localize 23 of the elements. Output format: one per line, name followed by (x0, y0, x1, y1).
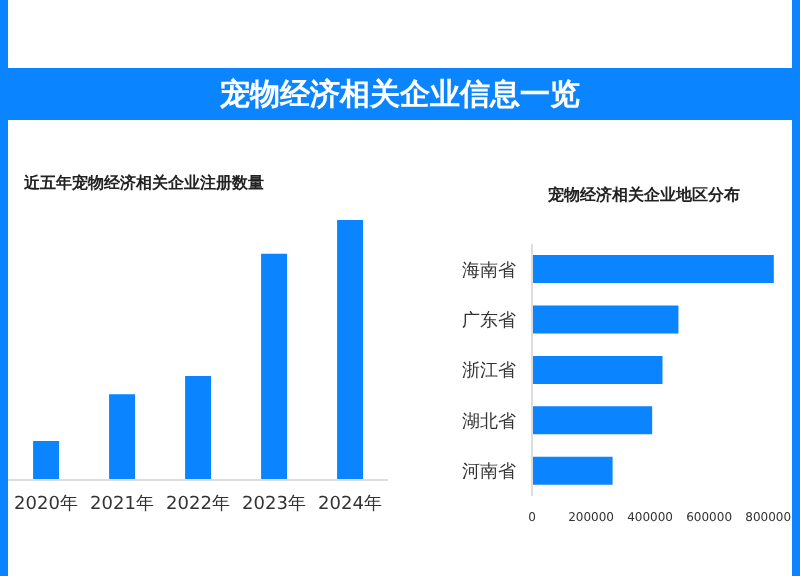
bar (532, 305, 679, 334)
chart-subtitle: 近五年宠物经济相关企业注册数量 (24, 172, 264, 194)
chart-title: 宠物经济相关企业信息一览 (8, 68, 792, 120)
chart-title: 宠物经济相关企业地区分布 (546, 184, 742, 206)
bar (532, 406, 653, 435)
x-tick-label: 2021年 (90, 492, 154, 515)
y-tick-label: 湖北省 (462, 410, 516, 433)
y-tick-label: 浙江省 (462, 360, 516, 383)
bar (337, 220, 364, 480)
bar (261, 253, 288, 480)
bar (532, 355, 663, 384)
x-tick-label: 2022年 (166, 492, 230, 515)
y-tick-label: 广东省 (462, 309, 516, 332)
y-tick-label: 海南省 (462, 259, 516, 282)
bar (185, 376, 212, 480)
x-tick-label: 2020年 (14, 492, 78, 515)
y-tick-label: 河南省 (462, 461, 516, 484)
bar (532, 456, 613, 485)
bar (33, 441, 60, 480)
bar (109, 394, 136, 480)
bar (532, 255, 774, 284)
x-tick-label: 2024年 (318, 492, 382, 515)
x-tick-label: 2023年 (242, 492, 306, 515)
